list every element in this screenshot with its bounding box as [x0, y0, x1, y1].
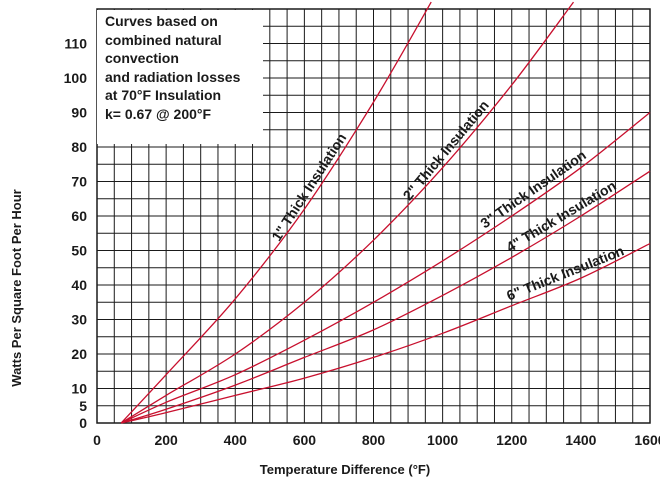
y-tick-label: 110	[64, 36, 87, 52]
plot-border	[96, 8, 651, 424]
annotation-line: and radiation losses	[105, 68, 241, 85]
y-tick-label: 5	[79, 398, 87, 414]
y-tick-label: 60	[71, 208, 87, 224]
y-tick-label: 30	[71, 312, 87, 328]
series-line	[121, 243, 651, 424]
annotation-line: combined natural	[105, 31, 222, 48]
y-tick-label: 0	[79, 415, 87, 431]
y-tick-label: 80	[71, 139, 87, 155]
series-line	[121, 170, 651, 424]
annotation-line: at 70°F Insulation	[105, 87, 222, 104]
series-line	[120, 111, 651, 424]
y-tick-label: 40	[71, 277, 87, 293]
annotation-line: Curves based on	[105, 13, 218, 29]
x-tick-label: 1000	[427, 432, 458, 448]
x-tick-label: 1200	[496, 432, 527, 448]
x-tick-label: 800	[362, 432, 386, 448]
annotation-line: k= 0.67 @ 200°F	[105, 105, 212, 122]
y-tick-label: 70	[71, 174, 87, 190]
y-tick-label: 20	[71, 346, 87, 362]
y-tick-label: 100	[64, 70, 88, 86]
insulation-curves	[120, 1, 651, 424]
x-tick-label: 1400	[565, 432, 596, 448]
x-tick-label: 400	[224, 432, 248, 448]
y-tick-label: 10	[71, 381, 87, 397]
plot-frame	[96, 8, 651, 424]
curve-label: 2" Thick Insulation	[399, 97, 491, 203]
annotation-box: Curves based on combined natural convect…	[97, 10, 263, 144]
annotation-line: convection	[105, 50, 179, 67]
x-tick-label: 0	[93, 432, 101, 448]
series-line	[120, 1, 432, 424]
y-tick-label: 90	[71, 105, 87, 121]
y-axis-label: Watts Per Square Foot Per Hour	[9, 189, 24, 386]
x-tick-label: 600	[293, 432, 317, 448]
x-axis-label: Temperature Difference (°F)	[260, 462, 430, 477]
x-tick-label: 200	[154, 432, 178, 448]
y-tick-label: 50	[71, 243, 87, 259]
series-line	[120, 1, 575, 424]
